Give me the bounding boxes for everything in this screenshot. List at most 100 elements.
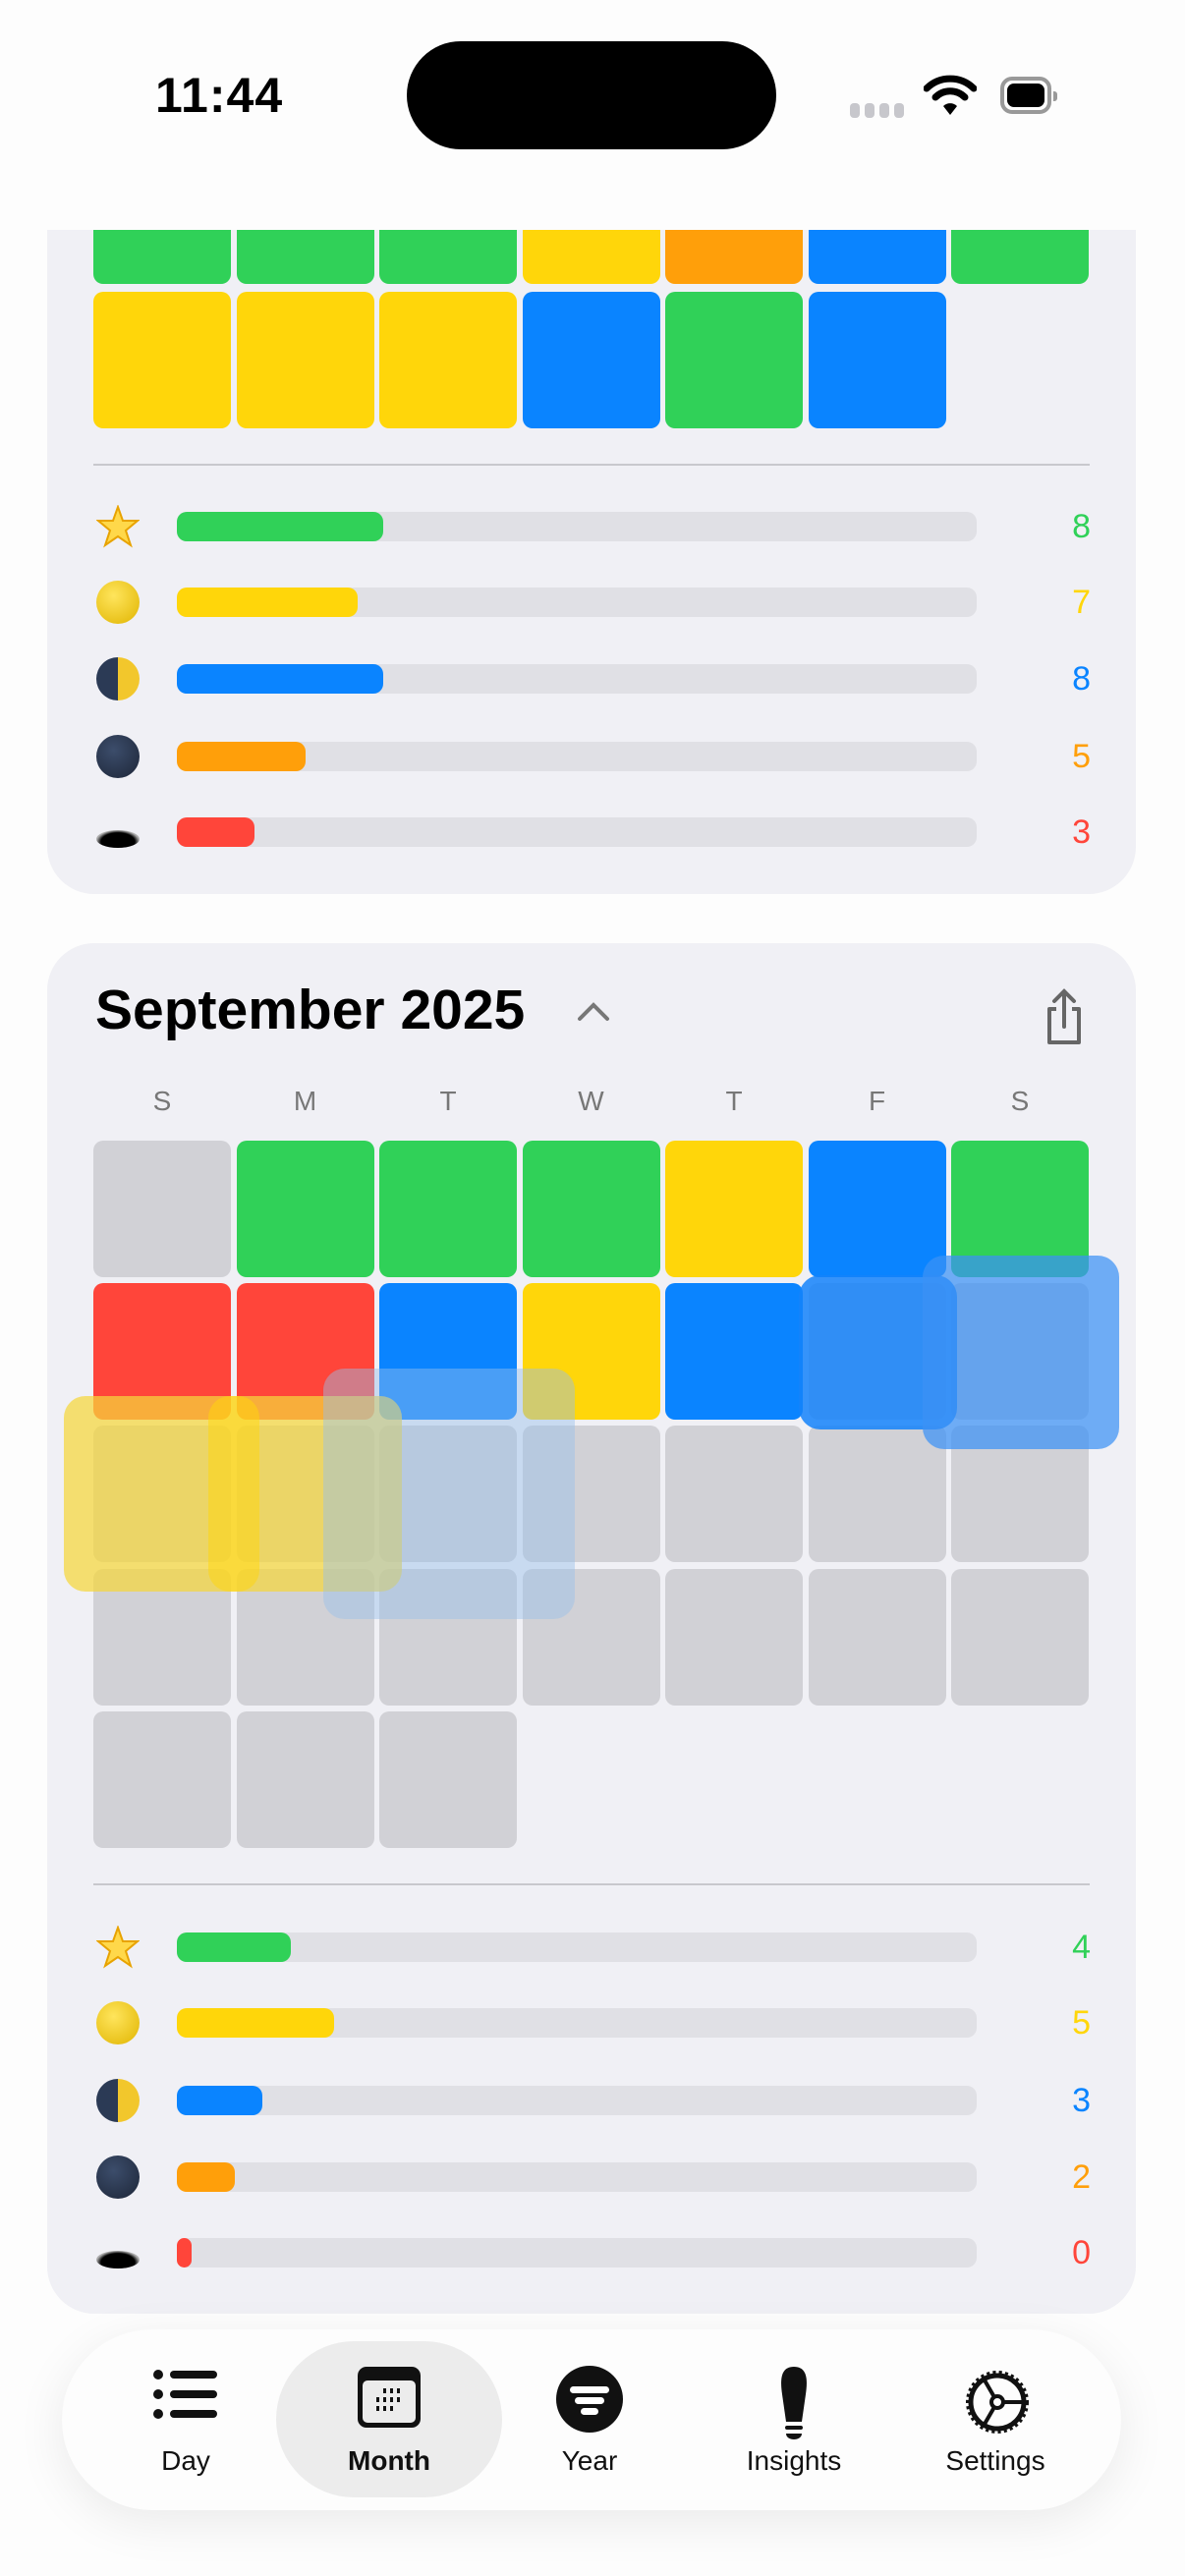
september-day-cell-green[interactable]: [522, 1141, 660, 1277]
stat-bar-fill: [177, 2008, 335, 2038]
stat-bar-fill: [177, 664, 383, 694]
stat-count: 7: [1072, 584, 1091, 621]
tab-settings[interactable]: Settings: [897, 2329, 1094, 2510]
divider: [93, 464, 1090, 466]
september-day-cell-yellow[interactable]: [665, 1141, 803, 1277]
divider: [93, 1883, 1090, 1885]
stat-bar-fill: [177, 512, 383, 541]
new-moon-icon: [96, 2156, 140, 2199]
stat-count: 3: [1072, 2082, 1091, 2119]
september-day-cell-empty[interactable]: [379, 1569, 517, 1706]
previous-month-day-cell-green[interactable]: [665, 292, 803, 428]
september-day-cell-blue[interactable]: [665, 1283, 803, 1420]
floating-blue-overlay: [923, 1256, 1119, 1449]
september-day-cell-empty[interactable]: [808, 1569, 946, 1706]
floating-blue-overlay: [323, 1369, 575, 1619]
tab-bar: Day Month Year Insights: [62, 2329, 1121, 2510]
september-day-cell-green[interactable]: [379, 1141, 517, 1277]
chevron-up-icon[interactable]: [576, 999, 611, 1023]
hole-icon: [96, 830, 140, 848]
previous-month-day-cell-blue[interactable]: [808, 292, 946, 428]
stat-count: 5: [1072, 738, 1091, 775]
weekday-label: M: [293, 1086, 317, 1116]
battery-icon: [1000, 77, 1057, 114]
september-day-cell-empty[interactable]: [93, 1569, 231, 1706]
status-time: 11:44: [155, 68, 284, 123]
weekday-label: F: [868, 1086, 886, 1116]
tab-day[interactable]: Day: [87, 2329, 284, 2510]
stat-bar-track: [177, 512, 977, 541]
stat-bar-track: [177, 2162, 977, 2192]
september-day-cell-empty[interactable]: [665, 1426, 803, 1562]
september-day-cell-blue[interactable]: [379, 1283, 517, 1420]
previous-month-day-cell-blue[interactable]: [808, 230, 946, 284]
september-day-cell-green[interactable]: [951, 1141, 1089, 1277]
stat-count: 2: [1072, 2158, 1091, 2196]
full-moon-icon: [96, 581, 140, 624]
stat-count: 0: [1072, 2234, 1091, 2271]
stat-count: 4: [1072, 1929, 1091, 1966]
september-day-cell-empty[interactable]: [379, 1426, 517, 1562]
tab-month[interactable]: Month: [291, 2329, 487, 2510]
stat-bar-fill: [177, 588, 358, 617]
month-title[interactable]: September 2025: [95, 979, 526, 1041]
stat-bar-track: [177, 742, 977, 771]
september-day-cell-yellow[interactable]: [522, 1283, 660, 1420]
september-day-cell-empty[interactable]: [665, 1569, 803, 1706]
weekday-label: W: [578, 1086, 604, 1116]
previous-month-day-cell-yellow[interactable]: [522, 230, 660, 284]
star-icon: [95, 1925, 141, 1969]
weekday-label: T: [439, 1086, 457, 1116]
previous-month-day-cell-green[interactable]: [951, 230, 1089, 284]
star-icon: [95, 504, 141, 548]
calendar-icon: [358, 2367, 421, 2428]
stat-bar-fill: [177, 742, 307, 771]
stat-bar-fill: [177, 1932, 292, 1962]
previous-month-day-cell-yellow[interactable]: [379, 292, 517, 428]
signal-bar: [865, 103, 875, 118]
previous-month-day-cell-green[interactable]: [379, 230, 517, 284]
previous-month-day-cell-green[interactable]: [236, 230, 374, 284]
filter-circle-icon: [556, 2366, 623, 2433]
share-icon[interactable]: [1042, 987, 1087, 1048]
stat-bar-track: [177, 1932, 977, 1962]
september-day-cell-empty[interactable]: [522, 1426, 660, 1562]
previous-month-day-cell-orange[interactable]: [665, 230, 803, 284]
stat-bar-track: [177, 588, 977, 617]
tab-label: Insights: [746, 2445, 842, 2476]
september-day-cell-empty[interactable]: [236, 1569, 374, 1706]
weekday-label: S: [1010, 1086, 1030, 1116]
tab-year[interactable]: Year: [491, 2329, 688, 2510]
tab-label: Day: [161, 2445, 210, 2476]
september-day-cell-empty[interactable]: [379, 1711, 517, 1848]
previous-month-day-cell-yellow[interactable]: [93, 292, 231, 428]
stat-bar-fill: [177, 2162, 235, 2192]
stat-bar-fill: [177, 817, 254, 847]
stat-bar-fill: [177, 2086, 263, 2115]
september-day-cell-blue[interactable]: [808, 1141, 946, 1277]
september-day-cell-green[interactable]: [236, 1141, 374, 1277]
gear-icon: [966, 2371, 1029, 2434]
stat-bar-track: [177, 817, 977, 847]
stat-bar-fill: [177, 2238, 192, 2268]
previous-month-day-cell-blue[interactable]: [522, 292, 660, 428]
new-moon-icon: [96, 735, 140, 778]
lightbulb-icon: [781, 2367, 807, 2439]
stat-count: 8: [1072, 660, 1091, 698]
wifi-icon: [924, 75, 977, 115]
stat-count: 8: [1072, 508, 1091, 545]
september-day-cell-empty[interactable]: [522, 1569, 660, 1706]
september-day-cell-empty[interactable]: [93, 1141, 231, 1277]
tab-label: Month: [348, 2445, 430, 2476]
tab-insights[interactable]: Insights: [696, 2329, 892, 2510]
september-day-cell-empty[interactable]: [93, 1711, 231, 1848]
previous-month-day-cell-yellow[interactable]: [236, 292, 374, 428]
september-day-cell-empty[interactable]: [236, 1711, 374, 1848]
september-day-cell-empty[interactable]: [808, 1426, 946, 1562]
stat-bar-track: [177, 2238, 977, 2268]
previous-month-day-cell-green[interactable]: [93, 230, 231, 284]
weekday-label: S: [152, 1086, 172, 1116]
stat-bar-track: [177, 2086, 977, 2115]
september-day-cell-empty[interactable]: [951, 1569, 1089, 1706]
tab-label: Settings: [945, 2445, 1045, 2476]
